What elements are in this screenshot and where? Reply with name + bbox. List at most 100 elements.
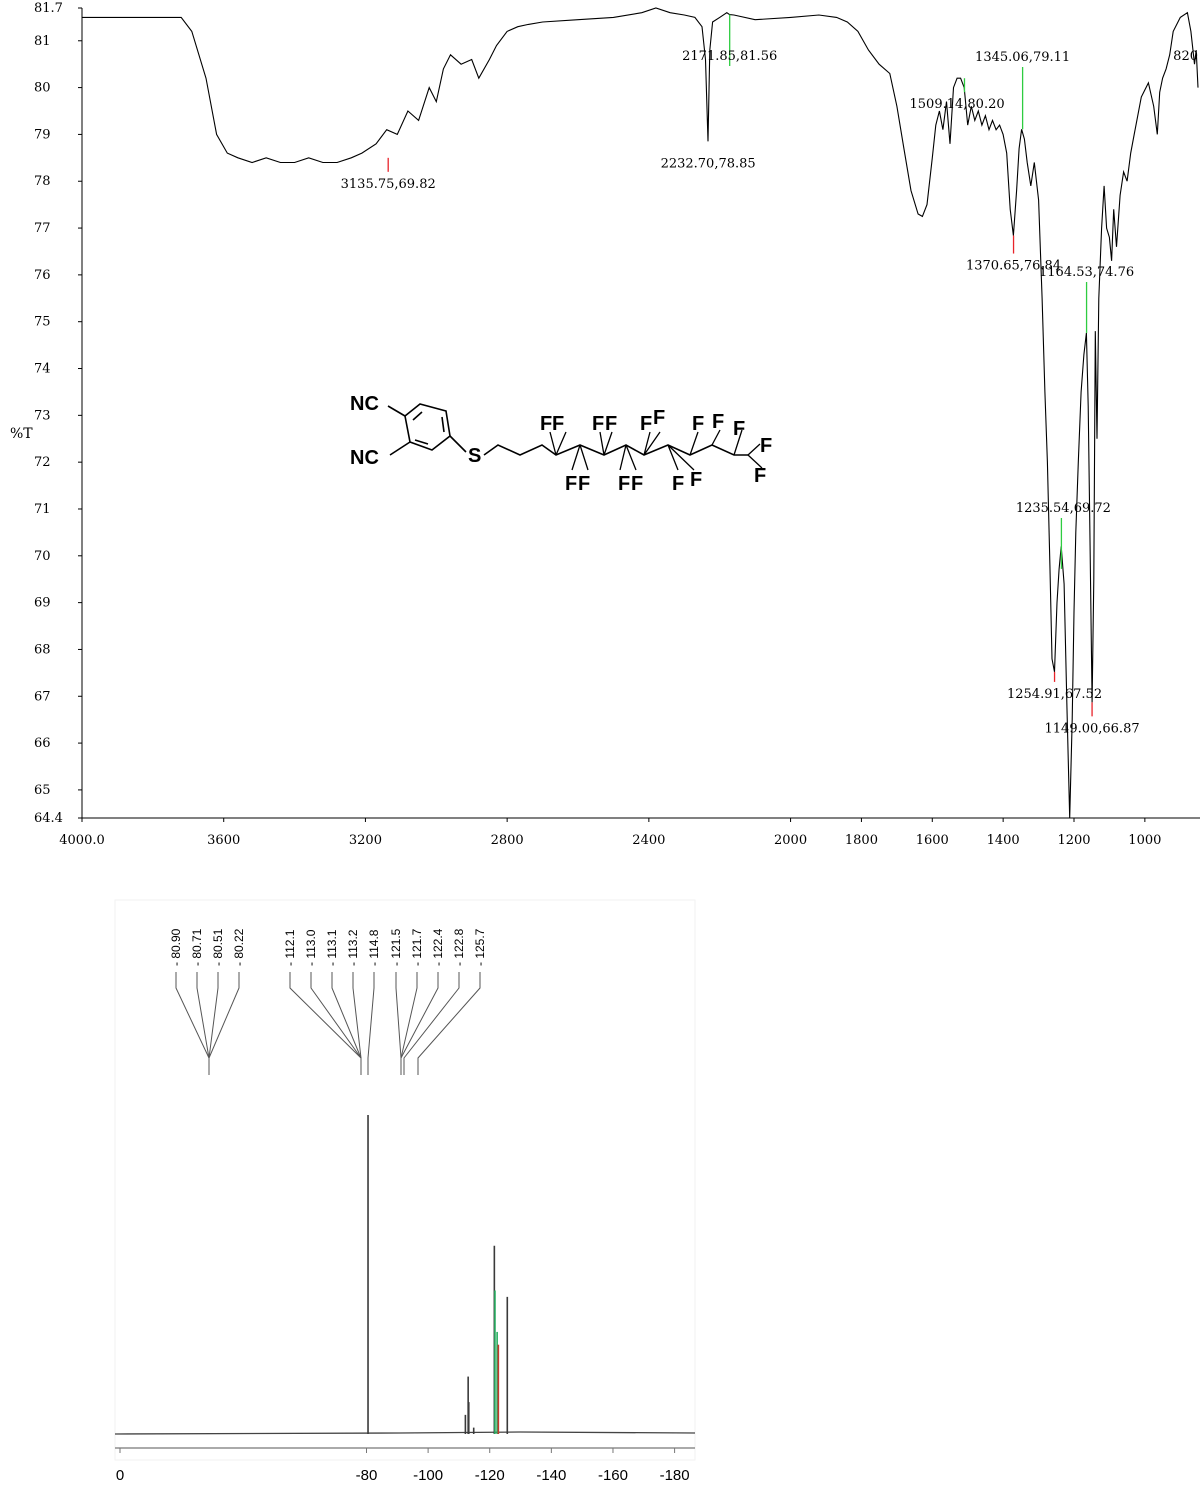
fluorine-label-17: F: [690, 469, 702, 491]
ir-peak-label: 1370.65,76.84: [966, 259, 1061, 274]
ir-y-tick-label: 64.4: [34, 811, 63, 826]
ir-peak-label: 1164.53,74.76: [1039, 265, 1134, 280]
nmr-peak-label: - 80.90: [169, 928, 183, 966]
fluorine-label-12: F: [565, 473, 577, 495]
nmr-x-tick-label: -160: [598, 1467, 628, 1484]
nmr-x-ticks: 0 -80 -100 -120 -140 -160 -180: [116, 1448, 690, 1484]
ir-x-ticks: 4000.0 3600 3200 2800 2400 2000 1800 1600 1400 12…: [59, 818, 1161, 848]
fluorine-label-14: F: [618, 473, 630, 495]
fluorine-label-2: F: [552, 413, 564, 435]
ir-peak-label: 1509.14,80.20: [910, 97, 1005, 112]
nmr-peak-label: - 113.2: [346, 929, 360, 966]
ir-y-tick-label: 81: [34, 34, 51, 49]
ir-y-tick-label: 80: [34, 81, 51, 96]
nmr-peak-label: - 80.71: [190, 928, 204, 966]
fluorine-label-15: F: [631, 473, 643, 495]
nmr-spectrum-chart: 0 -80 -100 -120 -140 -160 -180 - 80.90- 80.71-…: [114, 899, 696, 1484]
nmr-peak-label: - 113.1: [325, 929, 339, 966]
nitrile-label-top: NC: [350, 393, 379, 415]
ir-y-tick-label: 69: [34, 596, 51, 611]
molecule-structure-extra-fluorines: F F F F: [618, 469, 702, 495]
nmr-peak-label: - 113.0: [304, 929, 318, 966]
nmr-peaks: [367, 1115, 509, 1434]
ir-x-tick-label: 1200: [1057, 833, 1090, 848]
nmr-x-tick-label: -180: [660, 1467, 690, 1484]
nmr-label-connector: [400, 972, 439, 1075]
nmr-baseline: [114, 1431, 696, 1435]
ir-y-tick-label: 75: [34, 315, 51, 330]
nmr-peak-label: - 114.8: [367, 929, 381, 966]
ir-peak-label: 1235.54,69.72: [1016, 501, 1111, 516]
nmr-peak-label: - 122.8: [452, 928, 466, 966]
fluorine-bonds: [549, 429, 763, 471]
fluorine-label-10: F: [760, 435, 772, 457]
thioether-chain: [449, 435, 748, 456]
sulfur-label: S: [468, 445, 481, 467]
ir-y-tick-label: 81.7: [34, 1, 63, 16]
ir-y-tick-label: 65: [34, 783, 51, 798]
ir-y-axis-label: %T: [10, 426, 33, 442]
nmr-label-connectors: [175, 972, 481, 1075]
ir-y-ticks: 81.7 81 80 79 78 77 76 75 74 73 72 71 70 69 68 67 66 65 64…: [34, 1, 82, 826]
nmr-label-connector: [403, 972, 460, 1075]
ir-x-tick-label: 3600: [207, 833, 240, 848]
nmr-peak-label: - 112.1: [283, 929, 297, 966]
ir-x-tick-label: 1800: [845, 833, 878, 848]
ir-y-tick-label: 77: [34, 221, 51, 236]
nmr-peak-label: - 121.7: [410, 928, 424, 966]
ir-peak-label: 820: [1173, 49, 1198, 64]
ir-peak-label: 2171.85,81.56: [682, 49, 777, 64]
ir-y-tick-label: 70: [34, 549, 51, 564]
benzene-ring: [404, 403, 451, 451]
ir-series-line: [82, 7, 1199, 819]
ir-spectrum-chart: %T 81.7 81 80 79 78 77 76 75 74 73 72 71 70 69 68 67 66 6…: [10, 1, 1200, 848]
nmr-peak-label: - 121.5: [389, 928, 403, 966]
fluorine-label-11: F: [754, 465, 766, 487]
nitrile-bonds: [387, 405, 411, 456]
ir-y-tick-label: 68: [34, 642, 51, 657]
ir-x-tick-label: 2400: [632, 833, 665, 848]
ir-peak-label: 1345.06,79.11: [975, 50, 1070, 65]
fluorine-label-13: F: [578, 473, 590, 495]
nitrile-label-bottom: NC: [350, 447, 379, 469]
nmr-scan-frame: [114, 899, 696, 1461]
nmr-label-connector: [352, 972, 362, 1075]
nmr-label-connector: [367, 972, 375, 1075]
nmr-peak-labels: - 80.90 - 80.71 - 80.51 - 80.22 - 112.1 - 113…: [169, 928, 487, 966]
ir-x-tick-label: 1400: [987, 833, 1020, 848]
ir-x-tick-label: 1600: [916, 833, 949, 848]
ir-y-tick-label: 76: [34, 268, 51, 283]
ir-y-tick-label: 79: [34, 127, 51, 142]
ir-y-tick-label: 74: [34, 362, 51, 377]
ir-y-tick-label: 67: [34, 689, 51, 704]
ir-y-tick-label: 66: [34, 736, 51, 751]
ir-x-tick-label: 2000: [774, 833, 807, 848]
ir-peak-annotations: 3135.75,69.82 2232.70,78.85 2171.85,81.56 1…: [341, 14, 1198, 736]
fluorine-label-7: F: [692, 413, 704, 435]
ir-peak-label: 2232.70,78.85: [661, 156, 756, 171]
ir-y-tick-label: 72: [34, 455, 51, 470]
ir-y-tick-label: 71: [34, 502, 51, 517]
nmr-label-connector: [417, 972, 481, 1075]
ir-y-tick-label: 78: [34, 174, 51, 189]
ir-x-tick-label: 2800: [491, 833, 524, 848]
nmr-x-tick-label: -140: [536, 1467, 566, 1484]
nmr-x-tick-label: -120: [475, 1467, 505, 1484]
fluorine-label-4: F: [605, 413, 617, 435]
nmr-peak-label: - 80.22: [232, 928, 246, 966]
ir-x-tick-label: 4000.0: [59, 833, 105, 848]
nmr-x-tick-label: 0: [116, 1467, 124, 1484]
nmr-peak-label: - 80.51: [211, 928, 225, 966]
ir-x-tick-label: 3200: [349, 833, 382, 848]
ir-peak-label: 1149.00,66.87: [1045, 721, 1140, 736]
nmr-x-tick-label: -80: [356, 1467, 378, 1484]
ir-x-tick-label: 1000: [1128, 833, 1161, 848]
fluorine-label-5: F: [640, 413, 652, 435]
nmr-x-tick-label: -100: [413, 1467, 443, 1484]
molecule-structure: NC NC S F F F F F F F F F F F F F: [350, 393, 772, 495]
ir-peak-label: 3135.75,69.82: [341, 177, 436, 192]
fluorine-label-8: F: [712, 411, 724, 433]
fluorine-label-3: F: [592, 413, 604, 435]
nmr-peak-label: - 125.7: [473, 928, 487, 966]
fluorine-label-16: F: [672, 473, 684, 495]
